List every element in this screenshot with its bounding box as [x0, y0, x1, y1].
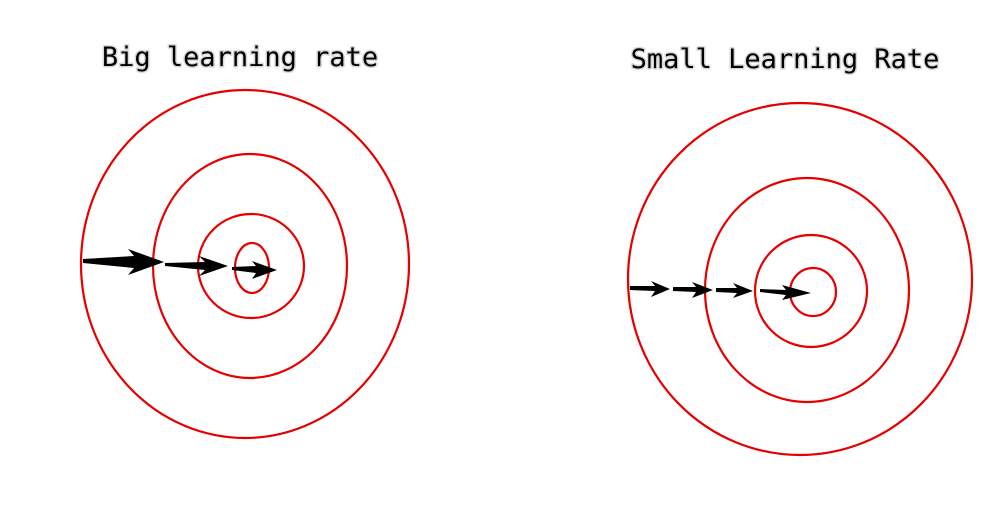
step-arrow-2	[673, 282, 713, 298]
step-arrow-1	[83, 249, 164, 275]
gradient-steps-small	[630, 281, 811, 300]
panel-big-learning-rate: Big learning rate	[79, 41, 411, 440]
step-arrow-2	[165, 256, 228, 276]
panel-title-small: Small Learning Rate	[631, 44, 940, 75]
step-arrow-1	[630, 281, 670, 297]
contour-ring-second	[151, 152, 349, 380]
step-arrow-4	[760, 285, 811, 300]
contour-ring-outer	[79, 88, 411, 440]
contour-ring-third	[753, 233, 869, 349]
gradient-steps-big	[83, 249, 277, 279]
contour-rings-small	[626, 101, 974, 457]
panel-small-learning-rate: Small Learning Rate	[626, 43, 974, 457]
step-arrow-3	[232, 261, 277, 279]
step-arrow-3	[716, 283, 753, 298]
contour-ring-outer	[626, 101, 974, 457]
panel-title-big: Big learning rate	[102, 42, 378, 73]
